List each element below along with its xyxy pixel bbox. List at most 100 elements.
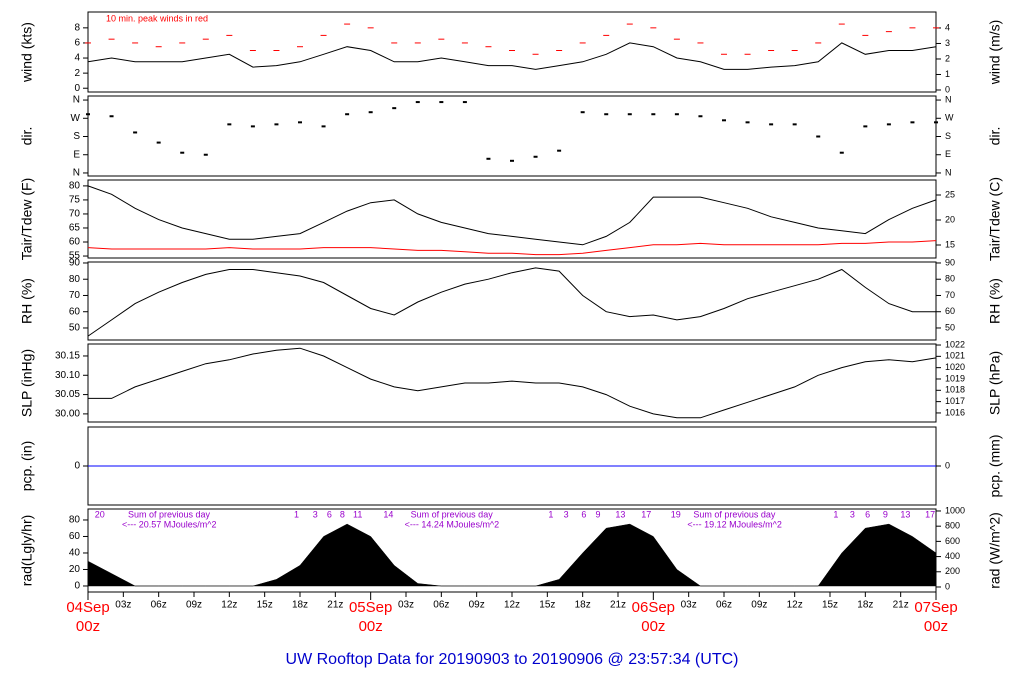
y2-axis-label: dir.: [987, 127, 1003, 146]
y-axis-label: Tair/Tdew (F): [19, 178, 35, 260]
y-tick-label: 6: [74, 38, 80, 49]
dir-point: [415, 101, 420, 104]
y2-tick-label: 4: [945, 22, 950, 32]
x-tick-label: 21z: [893, 600, 909, 611]
x-major-sublabel: 00z: [924, 618, 948, 635]
hour-mark: 3: [313, 509, 318, 519]
daily-sum-title: Sum of previous day: [411, 509, 494, 519]
hour-mark: 1: [294, 509, 299, 519]
y-axis-label: dir.: [19, 127, 35, 146]
y-tick-label: 0: [74, 461, 80, 472]
x-tick-label: 18z: [292, 600, 308, 611]
dir-point: [580, 111, 585, 114]
dir-point: [934, 121, 938, 124]
y-tick-label: 4: [74, 53, 80, 64]
dir-point: [674, 113, 679, 116]
panel-frame: [87, 179, 937, 259]
panel-frame: [87, 11, 937, 93]
dir-point: [627, 113, 632, 116]
x-tick-label: 03z: [115, 600, 131, 611]
x-tick-label: 21z: [327, 600, 343, 611]
x-major-label: 07Sep: [914, 599, 957, 616]
y2-tick-label: 1: [945, 69, 950, 79]
series-line: [87, 185, 937, 246]
daily-sum-value: <--- 14.24 MJoules/m^2: [405, 519, 500, 529]
dir-point: [651, 113, 656, 116]
y-tick-label: 70: [69, 209, 81, 220]
y2-tick-label: 80: [945, 274, 955, 284]
dir-point: [298, 121, 302, 124]
y2-axis-label: Tair/Tdew (C): [987, 177, 1003, 261]
x-tick-label: 12z: [504, 600, 520, 611]
y-tick-label: 30.10: [55, 370, 80, 381]
y2-tick-label: 2: [945, 53, 950, 63]
y-tick-label: 0: [74, 581, 80, 592]
y-tick-label: 50: [69, 323, 81, 334]
y-tick-label: 90: [69, 258, 81, 269]
y2-tick-label: W: [945, 113, 954, 123]
dir-point: [227, 123, 232, 126]
dir-point: [133, 131, 138, 134]
x-tick-label: 06z: [433, 600, 449, 611]
hour-mark: 19: [671, 509, 681, 519]
dir-point: [274, 123, 279, 126]
x-tick-label: 21z: [610, 600, 626, 611]
dir-point: [910, 121, 915, 124]
y-tick-label: N: [73, 168, 80, 179]
dir-point: [510, 159, 514, 162]
y2-tick-label: 1020: [945, 362, 965, 372]
panel-frame: [87, 95, 937, 177]
dir-point: [156, 141, 161, 144]
dir-point: [769, 123, 774, 126]
dir-point: [321, 125, 326, 128]
dir-point: [109, 115, 114, 118]
y2-tick-label: 90: [945, 257, 955, 267]
dir-point: [250, 125, 255, 128]
y-tick-label: E: [73, 149, 80, 160]
y2-tick-label: E: [945, 149, 951, 159]
y2-tick-label: 1019: [945, 373, 965, 383]
x-major-sublabel: 00z: [76, 618, 100, 635]
y2-tick-label: 15: [945, 239, 955, 249]
dir-point: [203, 153, 208, 156]
y2-axis-label: rad (W/m^2): [987, 512, 1003, 589]
x-tick-label: 15z: [257, 600, 273, 611]
y2-tick-label: 20: [945, 214, 955, 224]
y-tick-label: 75: [69, 195, 81, 206]
y-tick-label: W: [71, 113, 81, 124]
hour-mark: 6: [581, 509, 586, 519]
dir-point: [792, 123, 797, 126]
series-line: [87, 240, 937, 256]
dir-point: [863, 125, 868, 128]
dir-point: [745, 121, 750, 124]
annotation: 10 min. peak winds in red: [106, 13, 208, 23]
hour-mark: 3: [564, 509, 569, 519]
chart-title: UW Rooftop Data for 20190903 to 20190906…: [286, 651, 739, 668]
dir-point: [486, 157, 491, 160]
y-axis-label: RH (%): [19, 278, 35, 324]
dir-point: [462, 101, 467, 104]
x-major-label: 05Sep: [349, 599, 392, 616]
hour-mark: 13: [615, 509, 625, 519]
x-tick-label: 18z: [857, 600, 873, 611]
y2-axis-label: wind (m/s): [987, 20, 1003, 86]
hour-mark: 14: [383, 509, 393, 519]
hour-mark: 17: [641, 509, 651, 519]
daily-sum-value: <--- 19.12 MJoules/m^2: [687, 519, 782, 529]
y2-tick-label: 600: [945, 536, 960, 546]
hour-mark: 13: [900, 509, 910, 519]
daily-sum-title: Sum of previous day: [128, 509, 211, 519]
y-tick-label: 30.15: [55, 351, 80, 362]
y-tick-label: 60: [69, 306, 81, 317]
y2-tick-label: 3: [945, 38, 950, 48]
daily-sum-value: <--- 20.57 MJoules/m^2: [122, 519, 217, 529]
hour-mark: 20: [95, 509, 105, 519]
x-tick-label: 03z: [398, 600, 414, 611]
y2-axis-label: pcp. (mm): [987, 435, 1003, 498]
y2-tick-label: 200: [945, 566, 960, 576]
y2-axis-label: SLP (hPa): [987, 351, 1003, 415]
y2-tick-label: 0: [945, 84, 950, 94]
dir-point: [345, 113, 350, 116]
